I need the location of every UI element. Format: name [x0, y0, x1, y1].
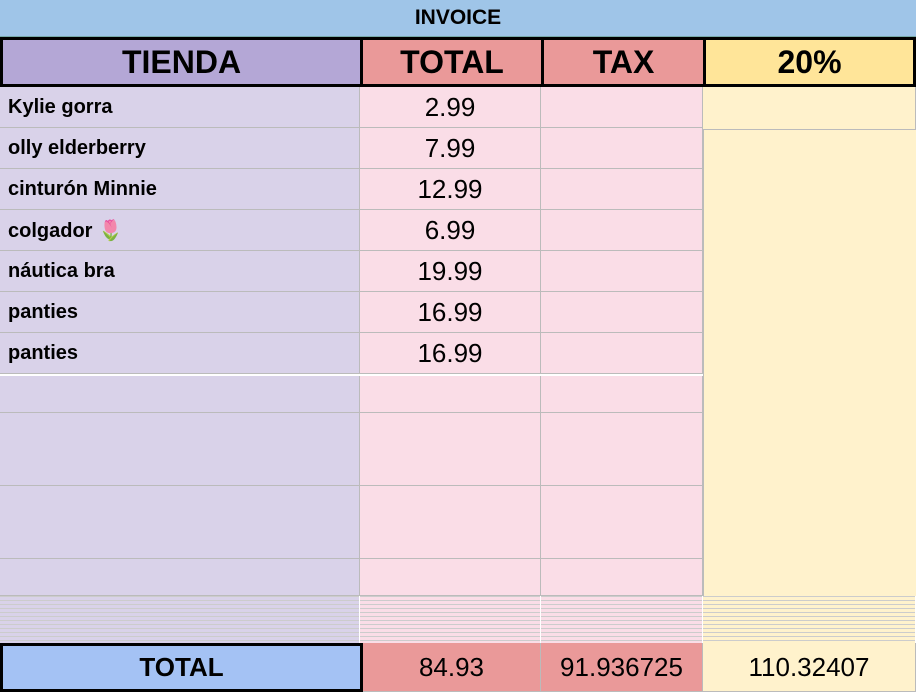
- item-cell: cinturón Minnie: [0, 169, 360, 210]
- empty-cell: [0, 376, 360, 413]
- hidden-rows: [703, 596, 915, 643]
- tax-cell: [541, 292, 703, 333]
- total-cell: 12.99: [360, 169, 541, 210]
- empty-cell: [541, 412, 703, 450]
- hidden-rows: [360, 596, 540, 643]
- tax-cell: [541, 169, 703, 210]
- empty-cell: [360, 559, 541, 596]
- total-cell: 6.99: [360, 210, 541, 251]
- tax-total-cell: 91.936725: [541, 643, 703, 692]
- item-cell: panties: [0, 292, 360, 333]
- total-cell: 7.99: [360, 128, 541, 169]
- total-cell: 19.99: [360, 251, 541, 292]
- hidden-rows: [541, 596, 702, 643]
- grand-total-cell: 84.93: [363, 643, 541, 692]
- item-cell: colgador 🌷: [0, 210, 360, 251]
- percent-merged-cell: [703, 130, 916, 596]
- total-label-cell: TOTAL: [0, 643, 363, 692]
- item-cell: panties: [0, 333, 360, 374]
- header-cell: TOTAL: [360, 37, 544, 87]
- empty-cell: [0, 522, 360, 560]
- percent-total-cell: 110.32407: [703, 643, 916, 692]
- empty-cell: [360, 376, 541, 413]
- header-cell: TIENDA: [0, 37, 363, 87]
- total-cell: 16.99: [360, 292, 541, 333]
- empty-cell: [360, 522, 541, 560]
- tax-cell: [541, 128, 703, 169]
- empty-cell: [541, 559, 703, 596]
- item-cell: olly elderberry: [0, 128, 360, 169]
- empty-cell: [0, 449, 360, 487]
- total-cell: 2.99: [360, 87, 541, 128]
- tax-cell: [541, 333, 703, 374]
- item-cell: náutica bra: [0, 251, 360, 292]
- empty-cell: [0, 559, 360, 596]
- tax-cell: [541, 210, 703, 251]
- empty-cell: [0, 485, 360, 523]
- empty-cell: [541, 376, 703, 413]
- header-cell: TAX: [541, 37, 706, 87]
- empty-cell: [541, 485, 703, 523]
- percent-cell: [703, 87, 916, 130]
- empty-cell: [541, 522, 703, 560]
- empty-cell: [360, 485, 541, 523]
- total-cell: 16.99: [360, 333, 541, 374]
- tax-cell: [541, 251, 703, 292]
- empty-cell: [360, 412, 541, 450]
- empty-cell: [541, 449, 703, 487]
- header-cell: 20%: [703, 37, 916, 87]
- tax-cell: [541, 87, 703, 128]
- empty-cell: [0, 412, 360, 450]
- item-cell: Kylie gorra: [0, 87, 360, 128]
- empty-cell: [360, 449, 541, 487]
- sheet-title: INVOICE: [0, 0, 916, 37]
- hidden-rows: [0, 596, 359, 643]
